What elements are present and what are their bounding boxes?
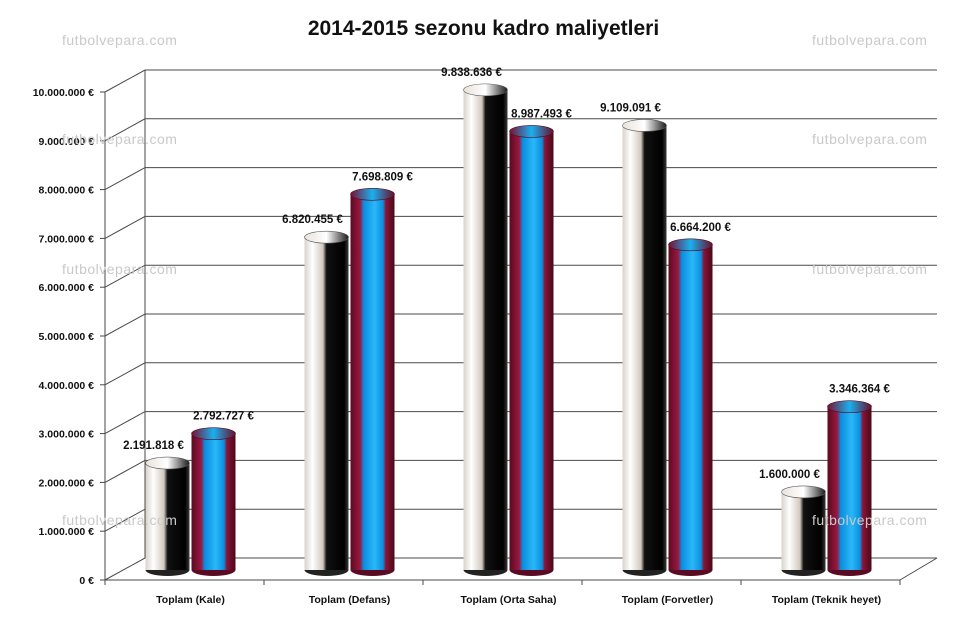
bar-2-4 (668, 238, 713, 576)
y-tick-label: 2.000.000 € (39, 477, 95, 489)
bar-1-1 (145, 456, 190, 576)
x-tick-label: Toplam (Teknik heyet) (772, 594, 881, 606)
x-tick-label: Toplam (Orta Saha) (460, 594, 556, 606)
data-label: 6.820.455 € (282, 214, 343, 226)
data-label: 2.792.727 € (193, 411, 254, 423)
label-layer: Toplam (Kale) Toplam (Defans) Toplam (Orta… (123, 67, 890, 606)
bar-1-2 (304, 230, 349, 576)
watermark: futbolvepara.com (812, 131, 928, 147)
y-tick-label: 6.000.000 € (39, 282, 95, 294)
axis-layer: 0 € 1.000.000 € 2.000.000 € 3.000.000 € 4.00… (33, 87, 938, 587)
y-tick-label: 0 € (79, 575, 94, 587)
y-tick-label: 4.000.000 € (39, 380, 95, 392)
bar-1-5 (781, 485, 826, 576)
y-tick-label: 9.000.000 € (39, 136, 95, 148)
data-label: 9.109.091 € (600, 102, 661, 114)
watermark: futbolvepara.com (812, 512, 928, 528)
data-label: 1.600.000 € (759, 469, 820, 481)
data-label: 9.838.636 € (441, 67, 502, 79)
watermark: futbolvepara.com (62, 512, 178, 528)
watermark: futbolvepara.com (812, 261, 928, 277)
watermark: futbolvepara.com (62, 32, 178, 48)
bar-2-2 (350, 187, 395, 576)
y-tick-label: 10.000.000 € (33, 87, 94, 99)
x-tick-label: Toplam (Defans) (309, 594, 390, 606)
y-tick-label: 1.000.000 € (39, 526, 95, 538)
bar-2-5 (827, 400, 872, 576)
watermark: futbolvepara.com (62, 261, 178, 277)
y-tick-label: 8.000.000 € (39, 185, 95, 197)
x-tick-label: Toplam (Forvetler) (622, 594, 713, 606)
chart-title: 2014-2015 sezonu kadro maliyetleri (307, 17, 660, 40)
y-tick-label: 3.000.000 € (39, 429, 95, 441)
data-label: 6.664.200 € (670, 222, 731, 234)
y-tick-label: 7.000.000 € (39, 233, 95, 245)
floor-edge (899, 557, 938, 581)
data-label: 2.191.818 € (123, 440, 184, 452)
bar-layer (145, 83, 872, 576)
watermark: futbolvepara.com (62, 131, 178, 147)
y-tick-label: 5.000.000 € (39, 331, 95, 343)
data-label: 3.346.364 € (829, 384, 890, 396)
watermark: futbolvepara.com (812, 32, 928, 48)
data-label: 7.698.809 € (352, 171, 413, 183)
gridline (104, 69, 937, 93)
grid-layer (104, 69, 937, 581)
bar-1-3 (463, 83, 508, 576)
bar-2-3 (509, 125, 554, 576)
data-label: 8.987.493 € (511, 108, 572, 120)
x-tick-label: Toplam (Kale) (156, 594, 225, 606)
bar-1-4 (622, 119, 667, 576)
bar-2-1 (191, 427, 236, 576)
